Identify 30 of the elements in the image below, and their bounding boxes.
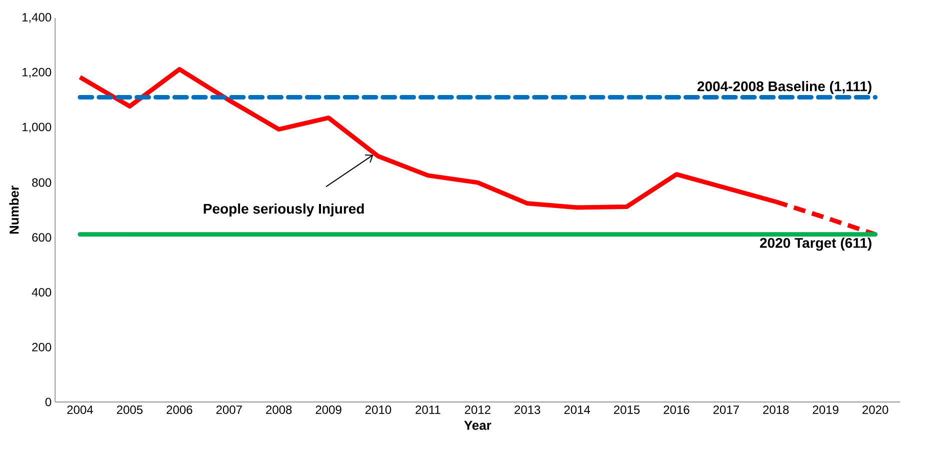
y-tick-label: 800 (32, 178, 52, 187)
x-tick-label: 2016 (664, 406, 690, 414)
y-tick-label: 1,000 (22, 122, 52, 133)
x-tick-label: 2017 (713, 406, 739, 414)
x-tick-label: 2005 (116, 406, 143, 414)
x-tick-label: 2015 (614, 406, 640, 414)
x-tick-label: 2013 (514, 406, 540, 414)
y-axis-title: Number (9, 186, 19, 234)
y-tick-label: 400 (32, 288, 52, 297)
y-tick-label: 1,200 (22, 68, 52, 78)
y-tick-label: 1,400 (22, 13, 52, 23)
x-tick-label: 2020 (862, 406, 888, 414)
annotation: People seriously Injured (204, 203, 364, 217)
y-tick-label: 200 (32, 342, 52, 352)
x-tick-label: 2014 (564, 406, 590, 414)
x-tick-label: 2006 (166, 406, 192, 414)
x-tick-label: 2018 (763, 406, 789, 414)
x-tick-label: 2012 (464, 406, 490, 414)
x-tick-label: 2011 (416, 406, 440, 414)
x-tick-label: 2008 (266, 406, 292, 414)
ref-line-label: 2004-2008 Baseline (1,111) (697, 81, 872, 94)
x-axis-title: Year (464, 420, 492, 430)
x-tick-label: 2019 (812, 406, 838, 414)
x-tick-label: 2009 (316, 406, 342, 414)
y-tick-label: 0 (45, 398, 52, 406)
x-tick-label: 2004 (67, 406, 94, 414)
x-tick-label: 2007 (216, 406, 242, 414)
ref-line-label: 2020 Target (611) (760, 238, 872, 251)
x-tick-label: 2010 (366, 406, 392, 414)
y-tick-label: 600 (32, 233, 52, 242)
